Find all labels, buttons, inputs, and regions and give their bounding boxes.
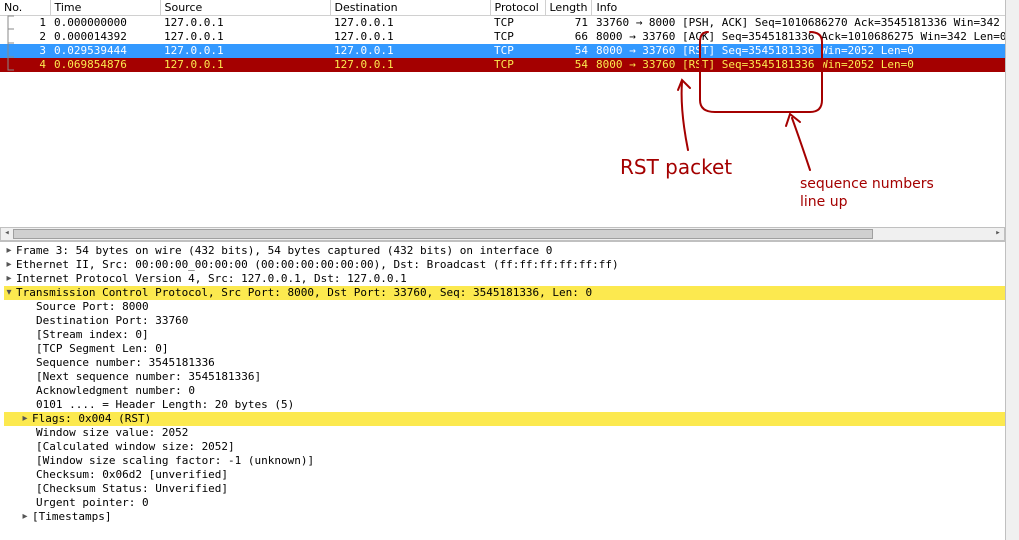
cell-protocol: TCP — [490, 44, 545, 58]
cell-length: 54 — [545, 58, 592, 72]
detail-checksum-status[interactable]: [Checksum Status: Unverified] — [4, 482, 1005, 496]
cell-source: 127.0.0.1 — [160, 44, 330, 58]
detail-urgent-ptr[interactable]: Urgent pointer: 0 — [4, 496, 1005, 510]
cell-time: 0.029539444 — [50, 44, 160, 58]
cell-no: 2 — [0, 30, 50, 44]
detail-calc-window[interactable]: [Calculated window size: 2052] — [4, 440, 1005, 454]
annotation-rst-packet: RST packet — [620, 155, 732, 179]
col-header-no[interactable]: No. — [0, 0, 50, 16]
col-header-time[interactable]: Time — [50, 0, 160, 16]
detail-flags[interactable]: ▸Flags: 0x004 (RST) — [4, 412, 1005, 426]
expander-icon[interactable]: ▸ — [20, 510, 30, 524]
expander-icon[interactable]: ▸ — [4, 258, 14, 272]
cell-source: 127.0.0.1 — [160, 16, 330, 31]
detail-ack-number[interactable]: Acknowledgment number: 0 — [4, 384, 1005, 398]
cell-source: 127.0.0.1 — [160, 30, 330, 44]
scroll-right-icon[interactable]: ▸ — [992, 228, 1004, 240]
cell-length: 66 — [545, 30, 592, 44]
cell-protocol: TCP — [490, 58, 545, 72]
packet-list-table: No. Time Source Destination Protocol Len… — [0, 0, 1019, 72]
col-header-destination[interactable]: Destination — [330, 0, 490, 16]
cell-destination: 127.0.0.1 — [330, 16, 490, 31]
packet-details-pane: ▸Frame 3: 54 bytes on wire (432 bits), 5… — [0, 241, 1005, 524]
detail-window-size[interactable]: Window size value: 2052 — [4, 426, 1005, 440]
detail-src-port[interactable]: Source Port: 8000 — [4, 300, 1005, 314]
cell-time: 0.000014392 — [50, 30, 160, 44]
col-header-source[interactable]: Source — [160, 0, 330, 16]
detail-seq-number[interactable]: Sequence number: 3545181336 — [4, 356, 1005, 370]
packet-row[interactable]: 30.029539444127.0.0.1127.0.0.1TCP548000 … — [0, 44, 1019, 58]
cell-protocol: TCP — [490, 16, 545, 31]
horizontal-scrollbar[interactable]: ◂ ▸ — [0, 227, 1005, 241]
cell-no: 1 — [0, 16, 50, 31]
col-header-info[interactable]: Info — [592, 0, 1019, 16]
annotation-sequence-numbers: sequence numbers line up — [800, 175, 934, 211]
detail-dst-port[interactable]: Destination Port: 33760 — [4, 314, 1005, 328]
cell-time: 0.069854876 — [50, 58, 160, 72]
detail-tcp[interactable]: ▾Transmission Control Protocol, Src Port… — [4, 286, 1005, 300]
scroll-left-icon[interactable]: ◂ — [1, 228, 13, 240]
cell-source: 127.0.0.1 — [160, 58, 330, 72]
detail-timestamps[interactable]: ▸[Timestamps] — [4, 510, 1005, 524]
cell-info: 8000 → 33760 [RST] Seq=3545181336 Win=20… — [592, 44, 1019, 58]
cell-protocol: TCP — [490, 30, 545, 44]
cell-destination: 127.0.0.1 — [330, 58, 490, 72]
cell-time: 0.000000000 — [50, 16, 160, 31]
packet-list-header: No. Time Source Destination Protocol Len… — [0, 0, 1019, 16]
packet-row[interactable]: 20.000014392127.0.0.1127.0.0.1TCP668000 … — [0, 30, 1019, 44]
cell-destination: 127.0.0.1 — [330, 44, 490, 58]
detail-frame[interactable]: ▸Frame 3: 54 bytes on wire (432 bits), 5… — [4, 244, 1005, 258]
col-header-length[interactable]: Length — [545, 0, 592, 16]
col-header-protocol[interactable]: Protocol — [490, 0, 545, 16]
cell-info: 8000 → 33760 [ACK] Seq=3545181336 Ack=10… — [592, 30, 1019, 44]
cell-info: 33760 → 8000 [PSH, ACK] Seq=1010686270 A… — [592, 16, 1019, 31]
detail-window-scale[interactable]: [Window size scaling factor: -1 (unknown… — [4, 454, 1005, 468]
cell-destination: 127.0.0.1 — [330, 30, 490, 44]
detail-header-len[interactable]: 0101 .... = Header Length: 20 bytes (5) — [4, 398, 1005, 412]
packet-row[interactable]: 40.069854876127.0.0.1127.0.0.1TCP548000 … — [0, 58, 1019, 72]
vertical-scrollbar[interactable] — [1005, 0, 1019, 540]
cell-no: 3 — [0, 44, 50, 58]
detail-ip[interactable]: ▸Internet Protocol Version 4, Src: 127.0… — [4, 272, 1005, 286]
detail-ethernet[interactable]: ▸Ethernet II, Src: 00:00:00_00:00:00 (00… — [4, 258, 1005, 272]
scrollbar-thumb[interactable] — [13, 229, 873, 239]
expander-icon[interactable]: ▾ — [4, 286, 14, 300]
cell-info: 8000 → 33760 [RST] Seq=3545181336 Win=20… — [592, 58, 1019, 72]
expander-icon[interactable]: ▸ — [4, 272, 14, 286]
detail-stream-index[interactable]: [Stream index: 0] — [4, 328, 1005, 342]
cell-length: 71 — [545, 16, 592, 31]
detail-segment-len[interactable]: [TCP Segment Len: 0] — [4, 342, 1005, 356]
detail-next-seq[interactable]: [Next sequence number: 3545181336] — [4, 370, 1005, 384]
cell-no: 4 — [0, 58, 50, 72]
expander-icon[interactable]: ▸ — [4, 244, 14, 258]
detail-checksum[interactable]: Checksum: 0x06d2 [unverified] — [4, 468, 1005, 482]
cell-length: 54 — [545, 44, 592, 58]
expander-icon[interactable]: ▸ — [20, 412, 30, 426]
packet-row[interactable]: 10.000000000127.0.0.1127.0.0.1TCP7133760… — [0, 16, 1019, 31]
